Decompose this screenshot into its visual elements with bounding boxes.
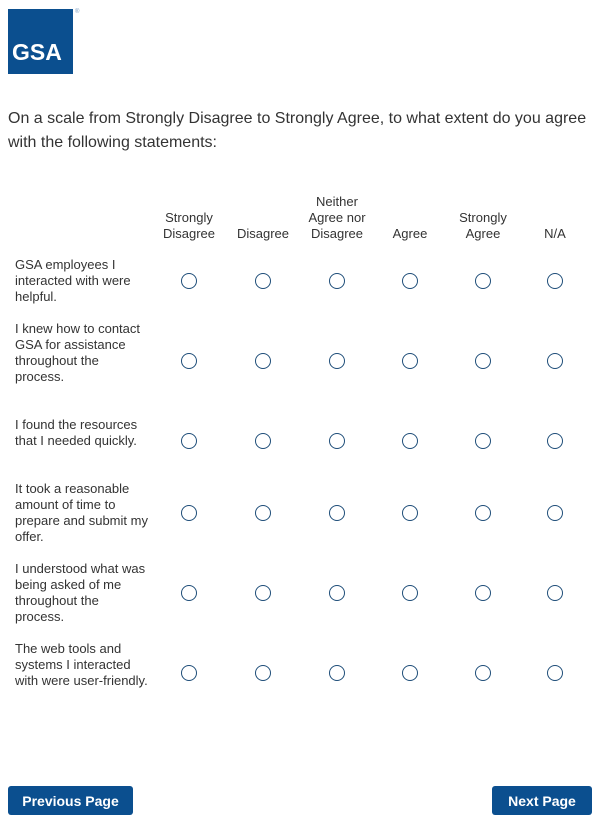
radio-button[interactable] <box>328 664 345 681</box>
radio-button[interactable] <box>546 352 563 369</box>
radio-button[interactable] <box>474 664 491 681</box>
radio-button[interactable] <box>180 664 197 681</box>
radio-button[interactable] <box>254 664 271 681</box>
radio-button[interactable] <box>546 272 563 289</box>
radio-button[interactable] <box>401 664 418 681</box>
radio-button[interactable] <box>328 584 345 601</box>
radio-button[interactable] <box>254 272 271 289</box>
column-header: Disagree <box>236 226 290 241</box>
column-header: Strongly Agree <box>459 210 507 241</box>
radio-button[interactable] <box>474 272 491 289</box>
column-header: N/A <box>544 226 566 241</box>
radio-button[interactable] <box>180 272 197 289</box>
previous-page-button[interactable]: Previous Page <box>8 786 133 815</box>
column-header: Strongly Disagree <box>162 210 216 241</box>
radio-button[interactable] <box>180 584 197 601</box>
statement-label: GSA employees I interacted with were hel… <box>15 257 131 304</box>
radio-button[interactable] <box>254 432 271 449</box>
radio-button[interactable] <box>401 504 418 521</box>
next-page-button[interactable]: Next Page <box>492 786 592 815</box>
statement-label: It took a reasonable amount of time to p… <box>15 481 148 544</box>
radio-button[interactable] <box>546 432 563 449</box>
radio-button[interactable] <box>474 432 491 449</box>
radio-button[interactable] <box>401 432 418 449</box>
radio-button[interactable] <box>546 584 563 601</box>
radio-button[interactable] <box>401 584 418 601</box>
radio-button[interactable] <box>254 504 271 521</box>
radio-button[interactable] <box>328 504 345 521</box>
radio-button[interactable] <box>180 352 197 369</box>
statement-label: The web tools and systems I interacted w… <box>15 641 148 688</box>
radio-button[interactable] <box>474 584 491 601</box>
radio-button[interactable] <box>401 352 418 369</box>
radio-button[interactable] <box>254 352 271 369</box>
column-header: Neither Agree nor Disagree <box>308 194 366 241</box>
radio-button[interactable] <box>254 584 271 601</box>
radio-button[interactable] <box>180 432 197 449</box>
radio-button[interactable] <box>546 664 563 681</box>
statement-label: I understood what was being asked of me … <box>15 561 146 624</box>
registered-mark: ® <box>75 9 80 15</box>
statement-label: I found the resources that I needed quic… <box>15 417 138 448</box>
radio-button[interactable] <box>328 352 345 369</box>
radio-button[interactable] <box>328 272 345 289</box>
question-text: On a scale from Strongly Disagree to Str… <box>8 110 587 151</box>
radio-button[interactable] <box>401 272 418 289</box>
radio-button[interactable] <box>180 504 197 521</box>
radio-button[interactable] <box>546 504 563 521</box>
radio-button[interactable] <box>474 504 491 521</box>
gsa-logo: GSA <box>8 9 73 74</box>
statement-label: I knew how to contact GSA for assistance… <box>15 321 141 384</box>
radio-button[interactable] <box>328 432 345 449</box>
radio-button[interactable] <box>474 352 491 369</box>
column-header: Agree <box>392 226 428 241</box>
